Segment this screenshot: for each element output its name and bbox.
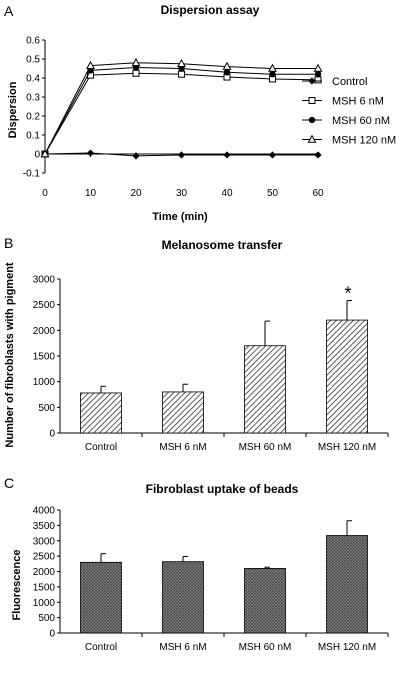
panel-a-point — [177, 58, 186, 68]
panel-c-y-tick-label: 0 — [49, 629, 55, 640]
panel-c-y-tick-label: 1000 — [33, 598, 56, 609]
panel-b-category-label: MSH 60 nM — [239, 442, 292, 453]
panel-b-y-tick-label: 2500 — [33, 300, 56, 311]
panel-a-point — [269, 71, 276, 78]
panel-c-y-tick-label: 3000 — [33, 536, 56, 547]
panel-c-y-tick-label: 3500 — [33, 521, 56, 532]
panel-b-significance-star: * — [344, 284, 351, 304]
legend-marker — [308, 97, 316, 104]
panel-a-x-tick-label: 10 — [85, 188, 97, 199]
panel-c-bar — [162, 561, 204, 634]
panel-b-y-tick-label: 2000 — [33, 326, 56, 337]
panel-a-series — [40, 57, 323, 160]
panel-a-point — [314, 76, 322, 84]
panel-b-y-tick-label: 1000 — [33, 377, 56, 388]
legend-marker — [308, 77, 316, 85]
legend-label: MSH 120 nM — [332, 135, 396, 147]
panel-b-y-tick-label: 0 — [49, 429, 55, 440]
panel-b-title: Melanosome transfer — [162, 238, 283, 252]
panel-c-y-tick-label: 2000 — [33, 567, 56, 578]
panel-a-point — [313, 63, 323, 72]
panel-a-x-tick-label: 20 — [130, 188, 142, 199]
panel-a-y-tick-label: 0.1 — [26, 131, 40, 142]
panel-c-bar — [326, 535, 368, 634]
panel-a-point — [131, 57, 141, 67]
panel-a-y-tick-label: 0.4 — [26, 74, 40, 85]
panel-a-xlabel: Time (min) — [152, 211, 208, 223]
panel-c-chart: 4000 3500 3000 2500 2000 1500 1000 500 0 Control M… — [33, 506, 389, 653]
panel-a-x-tick-label: 60 — [312, 188, 324, 199]
panel-c-category-label: MSH 60 nM — [239, 642, 292, 653]
panel-c-category-label: MSH 6 nM — [159, 642, 206, 653]
panel-a-point — [178, 70, 185, 78]
panel-b-bar — [244, 345, 286, 434]
panel-c-ylabel: Fluorescence — [11, 550, 23, 621]
panel-c-y-tick-label: 500 — [38, 613, 55, 624]
panel-a-x-tick-label: 0 — [42, 188, 48, 199]
panel-a-legend: Control MSH 6 nM MSH 60 nM MSH 120 nM — [302, 76, 396, 147]
panel-a-label: A — [4, 3, 14, 19]
panel-a-point — [132, 69, 140, 77]
panel-b-bar — [162, 391, 204, 434]
panel-c-y-tick-label: 2500 — [33, 552, 56, 563]
panel-b-y-tick-label: 3000 — [33, 275, 56, 286]
legend-label: MSH 6 nM — [332, 96, 384, 108]
panel-c-category-label: MSH 120 nM — [318, 642, 376, 653]
panel-a-point — [223, 69, 231, 76]
panel-a-title: Dispersion assay — [161, 3, 260, 17]
panel-a-y-tick-label: 0.5 — [26, 55, 40, 66]
panel-a-point — [177, 151, 186, 159]
panel-c-label: C — [4, 475, 14, 491]
panel-a-ylabel: Dispersion — [7, 81, 19, 138]
panel-b-chart: 3000 2500 2000 1500 1000 500 0 Control MSH 6 nM M… — [33, 275, 389, 453]
panel-b-bar — [326, 319, 368, 434]
panel-c: C Fibroblast uptake of beads Fluorescenc… — [4, 475, 389, 653]
panel-b-category-label: MSH 120 nM — [318, 442, 376, 453]
panel-a-axes: 0.60.50.40.30.20.10-0.10 10 20 30 40 50 60 — [23, 36, 324, 200]
panel-c-title: Fibroblast uptake of beads — [146, 482, 299, 496]
panel-a-y-tick-label: 0.2 — [26, 112, 40, 123]
panel-a-point — [40, 149, 50, 158]
panel-a-point — [222, 61, 232, 70]
panel-b-y-tick-label: 500 — [38, 403, 55, 414]
panel-a: A Dispersion assay 0.60.50.40.30.20.10-0… — [4, 3, 396, 223]
panel-b-category-label: Control — [85, 442, 117, 453]
panel-a-point — [314, 71, 322, 78]
panel-a-x-tick-label: 40 — [221, 188, 233, 199]
panel-a-point — [86, 149, 95, 157]
panel-c-bar — [244, 568, 286, 634]
panel-c-y-tick-label: 1500 — [33, 582, 56, 593]
panel-b-label: B — [4, 235, 13, 251]
legend-label: MSH 60 nM — [332, 115, 390, 127]
panel-c-category-label: Control — [85, 642, 117, 653]
panel-a-series-line — [44, 67, 318, 155]
panel-a-x-tick-label: 50 — [267, 188, 279, 199]
panel-a-y-tick-label: -0.1 — [23, 169, 41, 180]
panel-a-y-tick-label: 0 — [34, 150, 40, 161]
panel-c-y-tick-label: 4000 — [33, 506, 56, 517]
panel-a-point — [223, 151, 231, 159]
panel-a-y-tick-label: 0.3 — [26, 93, 40, 104]
panel-a-x-tick-label: 30 — [176, 188, 188, 199]
panel-b-y-tick-label: 1500 — [33, 352, 56, 363]
panel-b-category-label: MSH 6 nM — [159, 442, 206, 453]
panel-b-ylabel: Number of fibroblasts with pigment — [4, 262, 16, 448]
panel-a-point — [268, 151, 277, 159]
panel-a-point — [86, 60, 95, 69]
panel-a-point — [132, 152, 140, 160]
panel-a-point — [268, 63, 277, 72]
panel-b: B Melanosome transfer Number of fibrobla… — [4, 235, 389, 453]
legend-marker — [307, 134, 317, 143]
panel-a-series-line — [44, 72, 319, 155]
legend-marker — [308, 116, 316, 124]
panel-a-point — [314, 151, 322, 159]
legend-label: Control — [332, 76, 367, 88]
panel-c-bar — [80, 561, 122, 634]
panel-b-bar — [80, 392, 122, 434]
panel-a-y-tick-label: 0.6 — [26, 36, 40, 47]
